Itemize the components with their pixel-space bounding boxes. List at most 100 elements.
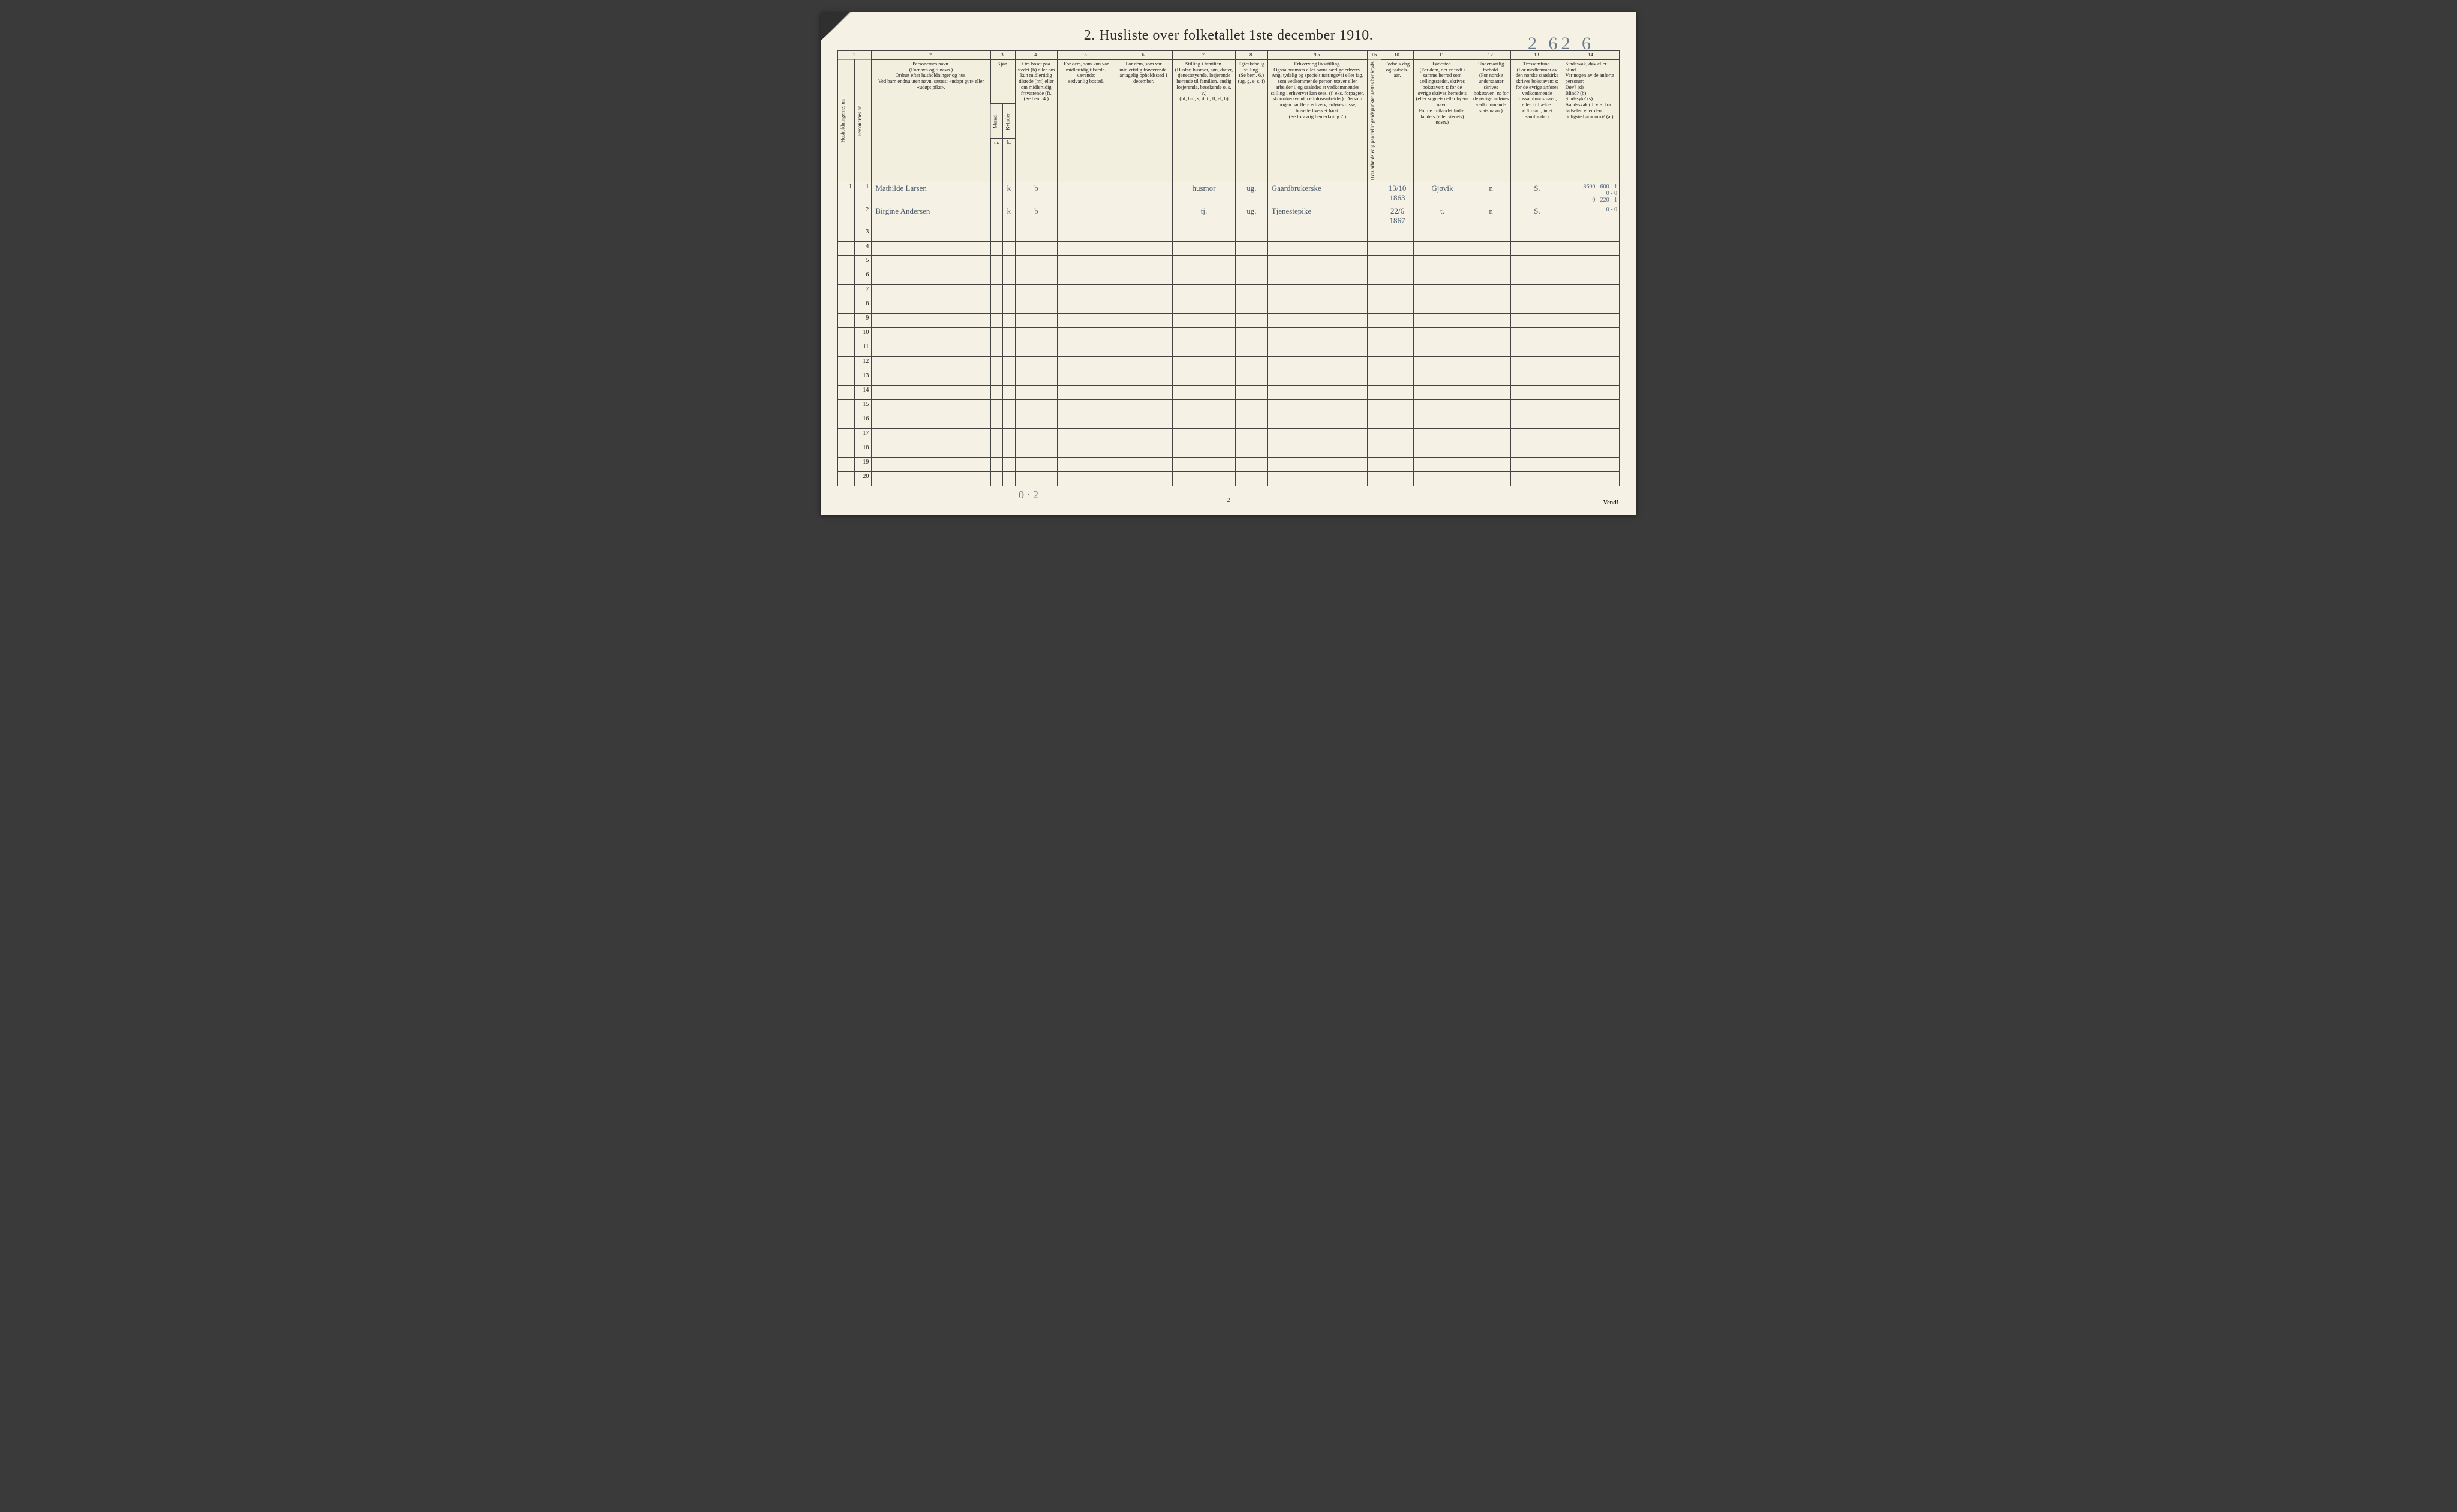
cell-blank <box>1368 386 1381 400</box>
cell-blank <box>1003 242 1015 256</box>
cell-blank <box>872 472 990 486</box>
cell-blank <box>872 256 990 270</box>
colno-10: 10. <box>1381 51 1414 60</box>
cell-blank <box>1173 256 1236 270</box>
cell-household-no <box>838 472 855 486</box>
cell-blank <box>1511 400 1563 414</box>
cell-blank <box>1471 357 1511 371</box>
cell-erhverv: Tjenestepike <box>1267 205 1367 227</box>
cell-person-no: 12 <box>855 357 872 371</box>
cell-household-no <box>838 414 855 429</box>
cell-blank <box>1058 386 1115 400</box>
cell-sex-m <box>990 182 1002 205</box>
cell-blank <box>1511 285 1563 299</box>
cell-blank <box>1381 458 1414 472</box>
cell-blank <box>1173 443 1236 458</box>
cell-blank <box>1058 458 1115 472</box>
cell-blank <box>1368 256 1381 270</box>
cell-name: Mathilde Larsen <box>872 182 990 205</box>
cell-person-no: 1 <box>855 182 872 205</box>
cell-person-no: 7 <box>855 285 872 299</box>
cell-blank <box>1368 443 1381 458</box>
cell-blank <box>1173 400 1236 414</box>
cell-blank <box>1381 270 1414 285</box>
cell-blank <box>1058 357 1115 371</box>
cell-blank <box>1413 270 1471 285</box>
cell-blank <box>990 386 1002 400</box>
cell-blank <box>1015 328 1057 342</box>
cell-blank <box>1058 400 1115 414</box>
cell-blank <box>1267 429 1367 443</box>
cell-blank <box>990 472 1002 486</box>
hdr-col5: For dem, som kun var midlertidig tilsted… <box>1058 59 1115 182</box>
cell-blank <box>1413 227 1471 242</box>
cell-household-no <box>838 242 855 256</box>
hdr-mk-m: m. <box>990 139 1002 182</box>
cell-blank <box>1003 414 1015 429</box>
cell-blank <box>990 342 1002 357</box>
cell-blank <box>1471 342 1511 357</box>
cell-blank <box>1368 357 1381 371</box>
cell-blank <box>1368 458 1381 472</box>
cell-blank <box>1368 400 1381 414</box>
cell-blank <box>1413 458 1471 472</box>
cell-blank <box>990 227 1002 242</box>
cell-blank <box>1563 458 1620 472</box>
cell-blank <box>1511 386 1563 400</box>
hdr-col7: Stilling i familien. (Husfar, husmor, sø… <box>1173 59 1236 182</box>
cell-blank <box>1413 400 1471 414</box>
cell-blank <box>1267 342 1367 357</box>
cell-14: 0 - 0 <box>1563 205 1620 227</box>
cell-blank <box>1115 386 1173 400</box>
cell-under: n <box>1471 205 1511 227</box>
table-row: 16 <box>838 414 1620 429</box>
table-row: 11Mathilde Larsenkbhusmorug.Gaardbrukers… <box>838 182 1620 205</box>
cell-blank <box>1511 342 1563 357</box>
cell-blank <box>1115 443 1173 458</box>
cell-blank <box>1563 314 1620 328</box>
cell-household-no <box>838 371 855 386</box>
cell-blank <box>1003 400 1015 414</box>
cell-blank <box>1115 414 1173 429</box>
cell-blank <box>1235 242 1267 256</box>
cell-blank <box>872 328 990 342</box>
cell-blank <box>1003 342 1015 357</box>
cell-blank <box>1003 371 1015 386</box>
cell-blank <box>1368 342 1381 357</box>
cell-egte: ug. <box>1235 182 1267 205</box>
cell-blank <box>1413 357 1471 371</box>
cell-blank <box>1381 328 1414 342</box>
hdr-col10: Fødsels-dag og fødsels-aar. <box>1381 59 1414 182</box>
cell-blank <box>1413 256 1471 270</box>
cell-9b <box>1368 205 1381 227</box>
table-row: 2Birgine Andersenkbtj.ug.Tjenestepike22/… <box>838 205 1620 227</box>
cell-blank <box>1235 458 1267 472</box>
cell-blank <box>1368 371 1381 386</box>
cell-blank <box>1511 472 1563 486</box>
cell-blank <box>1368 314 1381 328</box>
table-row: 7 <box>838 285 1620 299</box>
cell-blank <box>1235 342 1267 357</box>
cell-blank <box>990 256 1002 270</box>
cell-blank <box>872 314 990 328</box>
cell-blank <box>1471 328 1511 342</box>
hdr-col9a: Erhverv og livsstilling. Ogsaa husmors e… <box>1267 59 1367 182</box>
cell-blank <box>1015 472 1057 486</box>
cell-blank <box>1267 443 1367 458</box>
cell-blank <box>1115 400 1173 414</box>
table-row: 10 <box>838 328 1620 342</box>
cell-blank <box>1235 256 1267 270</box>
table-row: 8 <box>838 299 1620 314</box>
cell-blank <box>1413 429 1471 443</box>
cell-blank <box>1381 342 1414 357</box>
colno-5: 5. <box>1058 51 1115 60</box>
cell-blank <box>1173 285 1236 299</box>
cell-blank <box>1058 342 1115 357</box>
cell-person-no: 6 <box>855 270 872 285</box>
cell-household-no <box>838 285 855 299</box>
cell-household-no: 1 <box>838 182 855 205</box>
cell-blank <box>1471 458 1511 472</box>
printed-page-number: 2 <box>1227 497 1230 504</box>
cell-blank <box>1511 227 1563 242</box>
cell-blank <box>1058 227 1115 242</box>
